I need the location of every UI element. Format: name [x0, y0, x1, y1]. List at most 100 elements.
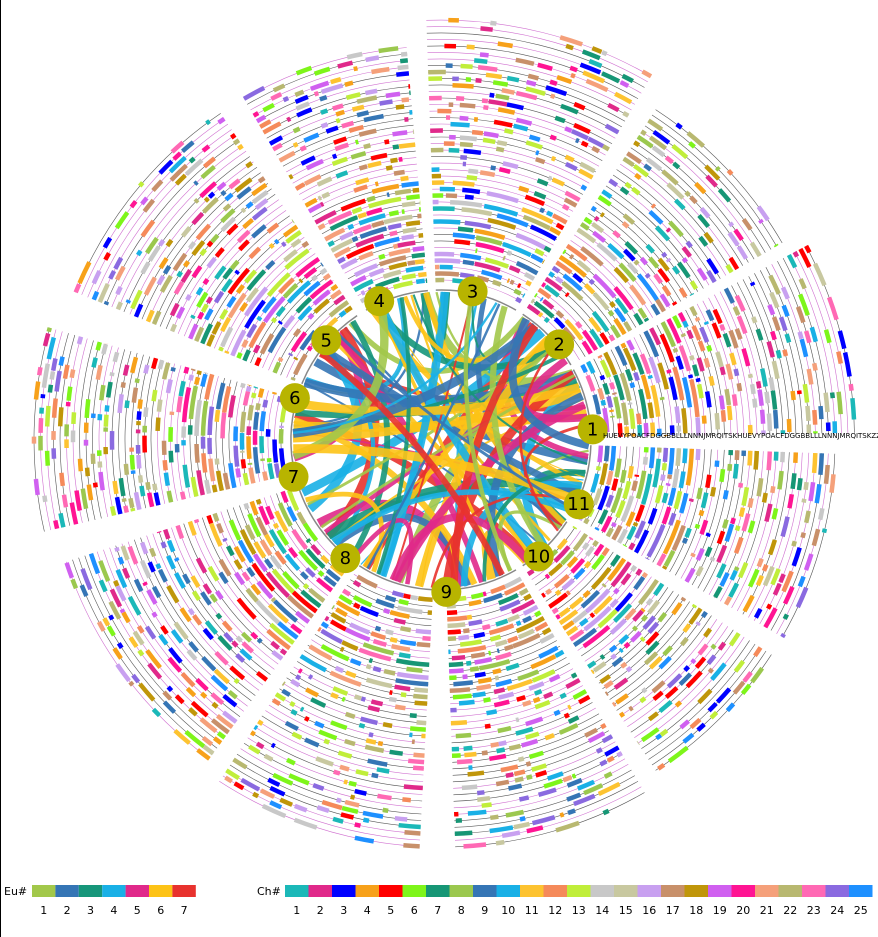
- track-block: [749, 281, 756, 287]
- track-block: [633, 163, 649, 178]
- track-block: [416, 641, 431, 648]
- track-block: [592, 661, 607, 673]
- track-block: [235, 653, 246, 663]
- track-block: [581, 49, 601, 61]
- track-block: [714, 412, 721, 430]
- track-block: [666, 673, 683, 689]
- track-block: [385, 91, 401, 99]
- track-block: [515, 90, 538, 101]
- track-block: [267, 603, 289, 624]
- track-block: [238, 239, 250, 252]
- track-block: [681, 408, 688, 434]
- track-block: [450, 121, 470, 128]
- track-block: [248, 321, 267, 349]
- track-block: [262, 121, 282, 135]
- track-block: [484, 723, 491, 729]
- track-block: [454, 239, 471, 246]
- track-block: [605, 527, 614, 538]
- track-block: [583, 605, 612, 632]
- track-block: [321, 799, 343, 811]
- track-block: [632, 609, 644, 622]
- track-block: [332, 686, 349, 696]
- track-block: [497, 107, 516, 115]
- track-block: [251, 189, 269, 205]
- track-block: [383, 607, 391, 615]
- track-block: [480, 26, 493, 32]
- track-block: [601, 50, 608, 57]
- track-block: [747, 497, 754, 508]
- track-block: [407, 260, 416, 266]
- legend-swatch: [125, 885, 149, 897]
- track-block: [742, 594, 755, 613]
- track-block: [405, 220, 421, 227]
- track-block: [770, 330, 777, 341]
- track-block: [252, 447, 261, 474]
- track-block: [235, 468, 242, 478]
- track-block: [547, 771, 564, 781]
- track-block: [312, 782, 325, 791]
- track-block: [281, 681, 286, 686]
- track-block: [768, 274, 781, 295]
- track-block: [227, 689, 238, 700]
- track-block: [394, 684, 411, 692]
- track-block: [303, 267, 318, 280]
- track-block: [385, 629, 394, 636]
- track-block: [267, 777, 281, 788]
- track-block: [470, 651, 486, 659]
- track-block: [592, 273, 617, 299]
- track-block: [291, 731, 303, 740]
- track-block: [268, 528, 287, 555]
- link-ribbon: [349, 319, 391, 560]
- track-block: [558, 254, 587, 278]
- track-block: [403, 784, 423, 791]
- track-block: [182, 260, 191, 268]
- track-block: [479, 658, 511, 671]
- track-block: [517, 628, 535, 640]
- track-line: [258, 721, 424, 776]
- track-block: [684, 527, 692, 539]
- track-block: [175, 524, 185, 540]
- track-block: [538, 787, 557, 797]
- track-block: [795, 586, 809, 609]
- track-block: [181, 387, 192, 423]
- track-block: [582, 625, 611, 649]
- legend-label: 24: [830, 904, 844, 917]
- track-block: [210, 233, 220, 244]
- track-block: [736, 382, 743, 392]
- track-block: [225, 545, 235, 557]
- track-block: [506, 75, 520, 83]
- track-block: [249, 500, 259, 516]
- track-block: [747, 568, 760, 588]
- track-block: [555, 222, 565, 231]
- track-block: [449, 687, 471, 694]
- track-block: [341, 120, 354, 129]
- track-block: [766, 340, 775, 358]
- track-block: [551, 607, 559, 615]
- track-line: [123, 156, 250, 313]
- track-block: [550, 93, 556, 99]
- track-block: [168, 450, 174, 463]
- track-block: [382, 807, 389, 814]
- track-block: [736, 315, 748, 335]
- track-block: [495, 779, 510, 787]
- legend-swatch: [567, 885, 591, 897]
- legend-swatch: [684, 885, 708, 897]
- track-block: [256, 315, 263, 322]
- track-block: [567, 704, 572, 710]
- track-block: [123, 505, 129, 514]
- track-block: [331, 156, 348, 167]
- track-block: [242, 472, 250, 486]
- track-block: [205, 296, 213, 305]
- track-block: [790, 390, 796, 401]
- track-block: [713, 586, 723, 599]
- track-line: [98, 345, 113, 517]
- track-block: [634, 504, 645, 522]
- track-block: [688, 141, 696, 149]
- track-block: [334, 665, 344, 674]
- legend-label: 8: [458, 904, 465, 917]
- track-block: [643, 317, 650, 323]
- track-block: [130, 356, 139, 374]
- track-block: [534, 621, 549, 632]
- track-block: [115, 663, 131, 683]
- track-block: [249, 730, 256, 737]
